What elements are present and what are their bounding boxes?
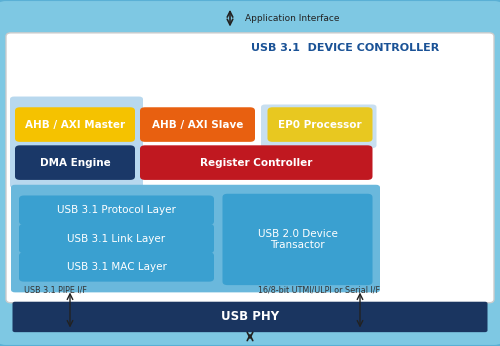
Text: USB 3.1 PIPE I/F: USB 3.1 PIPE I/F xyxy=(24,285,87,294)
Text: EP0 Processor: EP0 Processor xyxy=(278,120,362,129)
Text: USB 3.1 MAC Layer: USB 3.1 MAC Layer xyxy=(66,262,166,272)
Text: Register Controller: Register Controller xyxy=(200,158,312,167)
FancyBboxPatch shape xyxy=(6,33,494,303)
FancyBboxPatch shape xyxy=(19,224,214,253)
Text: USB 3.1  DEVICE CONTROLLER: USB 3.1 DEVICE CONTROLLER xyxy=(251,43,439,53)
Text: USB 3.1 Protocol Layer: USB 3.1 Protocol Layer xyxy=(57,205,176,215)
FancyBboxPatch shape xyxy=(19,195,214,225)
Text: AHB / AXI Master: AHB / AXI Master xyxy=(25,120,125,129)
Text: USB PHY: USB PHY xyxy=(221,310,279,324)
FancyBboxPatch shape xyxy=(140,107,255,142)
Text: AHB / AXI Slave: AHB / AXI Slave xyxy=(152,120,243,129)
FancyBboxPatch shape xyxy=(10,97,143,188)
FancyBboxPatch shape xyxy=(268,107,372,142)
FancyBboxPatch shape xyxy=(11,185,380,292)
FancyBboxPatch shape xyxy=(140,145,372,180)
FancyBboxPatch shape xyxy=(19,252,214,282)
FancyBboxPatch shape xyxy=(222,194,372,285)
Text: 16/8-bit UTMI/ULPI or Serial I/F: 16/8-bit UTMI/ULPI or Serial I/F xyxy=(258,285,380,294)
FancyBboxPatch shape xyxy=(15,107,135,142)
Text: DMA Engine: DMA Engine xyxy=(40,158,111,167)
Text: Application Interface: Application Interface xyxy=(245,14,340,23)
FancyBboxPatch shape xyxy=(261,104,376,148)
FancyBboxPatch shape xyxy=(15,145,135,180)
Text: USB 3.1 Link Layer: USB 3.1 Link Layer xyxy=(68,234,166,244)
FancyBboxPatch shape xyxy=(12,302,488,332)
Text: USB 2.0 Device
Transactor: USB 2.0 Device Transactor xyxy=(258,229,338,250)
